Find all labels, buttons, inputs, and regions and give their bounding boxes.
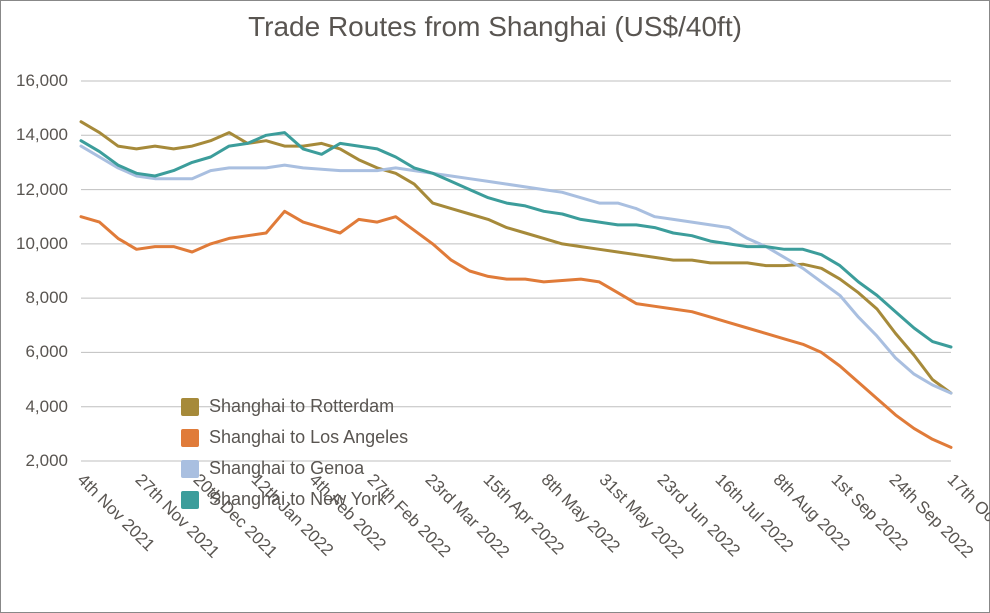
chart-container: Trade Routes from Shanghai (US$/40ft) 2,…: [0, 0, 990, 613]
y-tick-label: 16,000: [16, 71, 68, 91]
legend-item: Shanghai to Los Angeles: [181, 427, 408, 448]
legend-label: Shanghai to Los Angeles: [209, 427, 408, 448]
y-tick-label: 14,000: [16, 125, 68, 145]
y-tick-label: 2,000: [25, 451, 68, 471]
legend-label: Shanghai to Rotterdam: [209, 396, 394, 417]
y-tick-label: 12,000: [16, 180, 68, 200]
y-tick-label: 4,000: [25, 397, 68, 417]
legend-swatch: [181, 429, 199, 447]
y-tick-label: 10,000: [16, 234, 68, 254]
series-line: [81, 133, 951, 347]
legend-item: Shanghai to Rotterdam: [181, 396, 408, 417]
y-tick-label: 8,000: [25, 288, 68, 308]
plot-area: Shanghai to Rotterdam Shanghai to Los Ang…: [81, 81, 951, 461]
legend-swatch: [181, 398, 199, 416]
chart-title: Trade Routes from Shanghai (US$/40ft): [1, 11, 989, 43]
x-axis: 4th Nov 202127th Nov 202120th Dec 202112…: [81, 466, 951, 606]
y-axis: 2,0004,0006,0008,00010,00012,00014,00016…: [1, 81, 76, 461]
y-tick-label: 6,000: [25, 342, 68, 362]
